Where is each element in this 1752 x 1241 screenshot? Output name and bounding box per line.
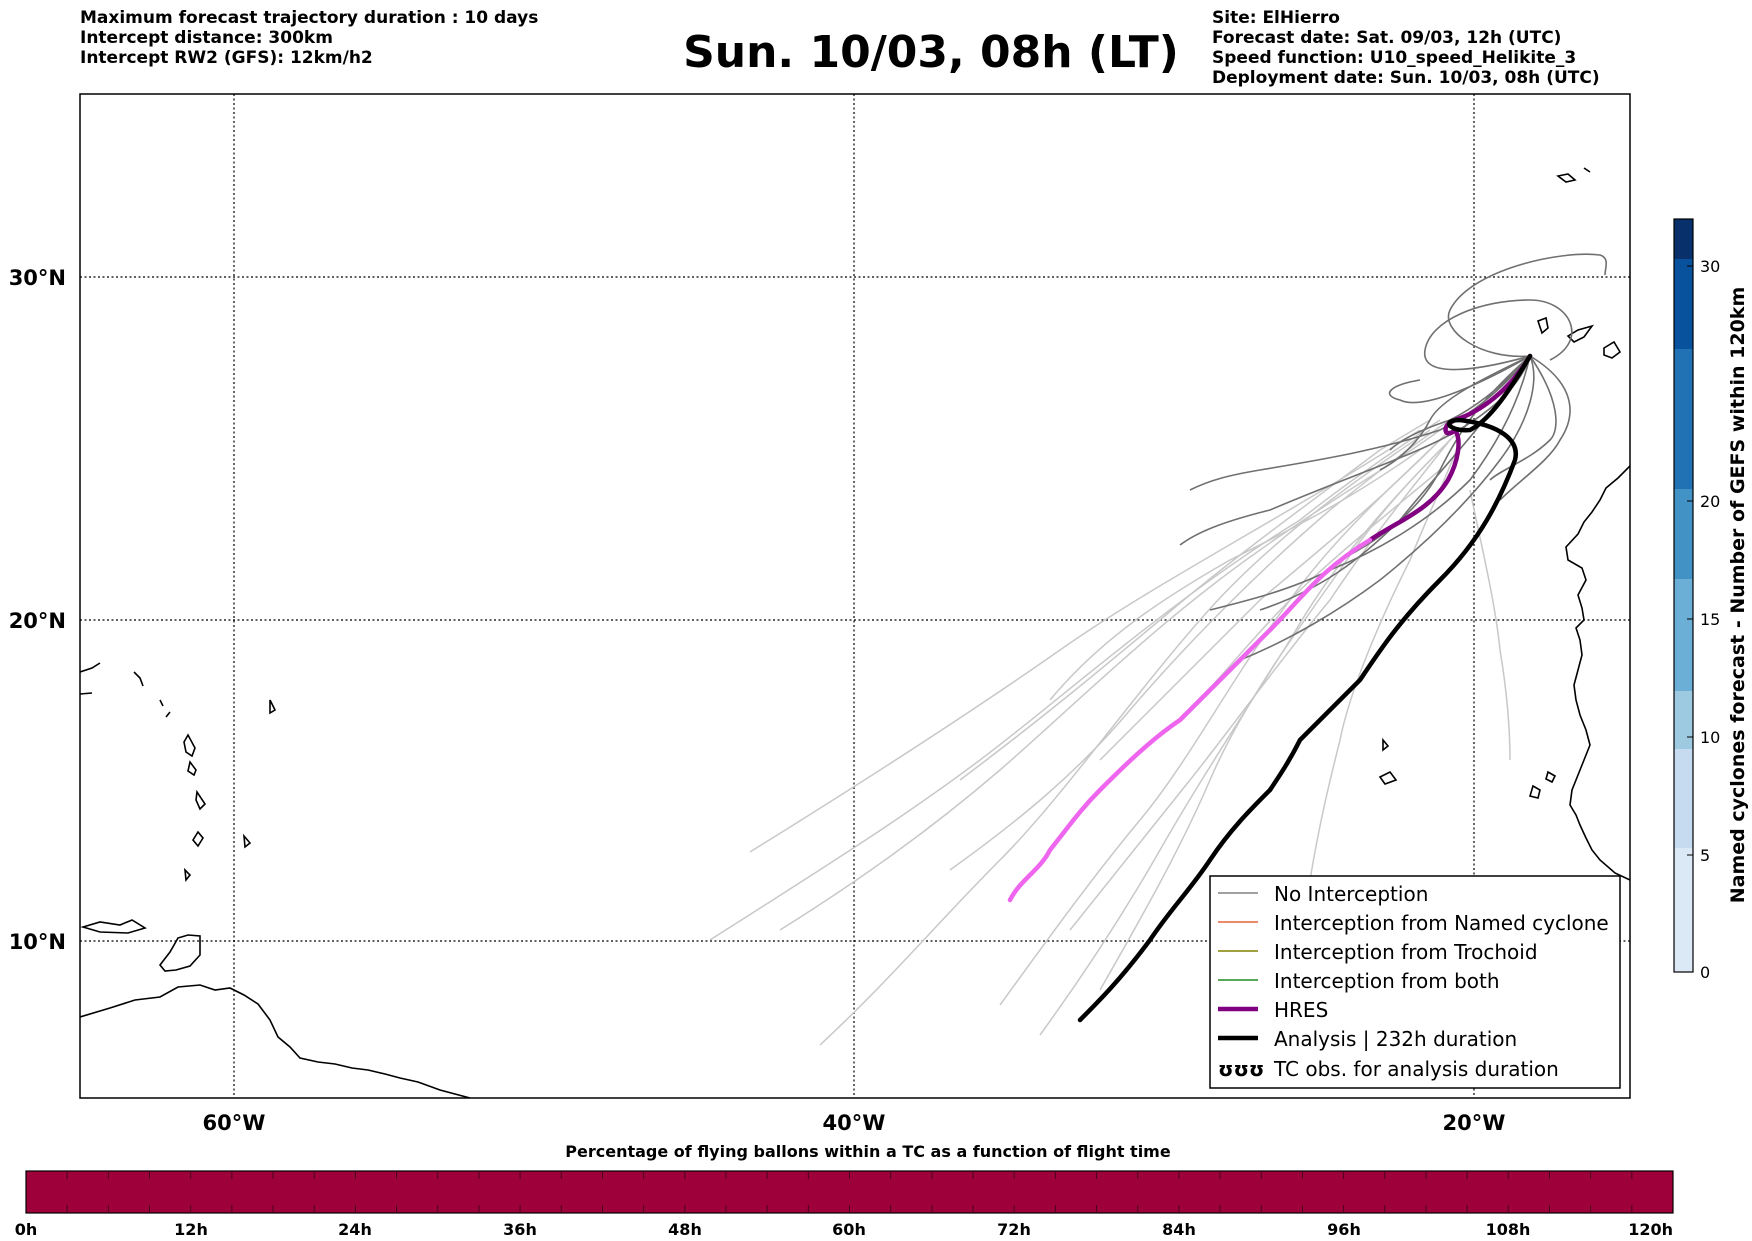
ensemble-track bbox=[1489, 355, 1557, 481]
time-tick-label: 108h bbox=[1486, 1220, 1531, 1239]
time-tick-label: 84h bbox=[1162, 1220, 1196, 1239]
lon-label-60w: 60°W bbox=[203, 1111, 266, 1135]
deployment-date-text: Deployment date: Sun. 10/03, 08h (UTC) bbox=[1212, 68, 1600, 88]
small-islands bbox=[183, 699, 277, 883]
colorbar-ticks bbox=[1687, 265, 1693, 973]
time-tick-label: 60h bbox=[832, 1220, 866, 1239]
time-tick-label: 0h bbox=[15, 1220, 38, 1239]
ensemble-track bbox=[1099, 439, 1441, 761]
tobago-coast bbox=[80, 919, 147, 934]
trinidad-island bbox=[158, 934, 201, 972]
colorbar-tick-label: 10 bbox=[1700, 728, 1720, 747]
ensemble-track bbox=[1379, 355, 1531, 471]
ensemble-track bbox=[999, 429, 1451, 1006]
canary-islands bbox=[1536, 316, 1622, 359]
intercept-rw2-text: Intercept RW2 (GFS): 12km/h2 bbox=[80, 48, 373, 68]
site-text: Site: ElHierro bbox=[1212, 8, 1340, 28]
ensemble-track bbox=[1209, 355, 1531, 611]
legend-item: Interception from Trochoid bbox=[1218, 940, 1538, 964]
colorbar-tick-label: 5 bbox=[1700, 846, 1710, 865]
lat-label-30n: 30°N bbox=[9, 266, 66, 290]
legend-item: No Interception bbox=[1218, 882, 1428, 906]
ensemble-track bbox=[1499, 355, 1571, 501]
legend-item: Analysis | 232h duration bbox=[1218, 1027, 1517, 1051]
legend-box bbox=[1209, 875, 1621, 1089]
time-tick-label: 36h bbox=[503, 1220, 537, 1239]
colorbar-tick-label: 30 bbox=[1700, 257, 1720, 276]
ensemble-trajectories-light bbox=[709, 419, 1511, 1046]
time-tick-label: 48h bbox=[668, 1220, 702, 1239]
coastlines bbox=[80, 167, 1630, 1098]
header-right: Site: ElHierro Forecast date: Sat. 09/03… bbox=[1212, 8, 1600, 88]
legend-label: No Interception bbox=[1274, 882, 1428, 906]
africa-coast bbox=[1565, 465, 1630, 881]
windward-islands bbox=[187, 760, 207, 848]
colorbar-right-title: Named cyclones forecast - Number of GEFS… bbox=[1727, 287, 1749, 904]
antilles-west bbox=[80, 662, 101, 695]
colorbar-bottom: Percentage of flying ballons within a TC… bbox=[15, 1142, 1674, 1239]
time-tick-label: 12h bbox=[174, 1220, 208, 1239]
time-tick-label: 72h bbox=[997, 1220, 1031, 1239]
ensemble-track bbox=[749, 429, 1421, 853]
legend-label: HRES bbox=[1274, 998, 1328, 1022]
lat-label-20n: 20°N bbox=[9, 609, 66, 633]
colorbar-tick-label: 15 bbox=[1700, 610, 1720, 629]
analysis-trajectory bbox=[1077, 353, 1533, 1023]
map-frame bbox=[79, 93, 1631, 1099]
ensemble-track bbox=[959, 419, 1431, 781]
ensemble-track bbox=[1388, 355, 1531, 404]
ensemble-track bbox=[1447, 253, 1608, 358]
legend-label: Interception from both bbox=[1274, 969, 1500, 993]
ensemble-track bbox=[1099, 429, 1461, 991]
legend-label: Interception from Trochoid bbox=[1274, 940, 1538, 964]
colorbar-bottom-title: Percentage of flying ballons within a TC… bbox=[565, 1142, 1171, 1161]
time-tick-label: 96h bbox=[1327, 1220, 1361, 1239]
legend-label: Interception from Named cyclone bbox=[1274, 911, 1609, 935]
ensemble-track bbox=[1424, 299, 1573, 371]
colorbar-tick-label: 0 bbox=[1700, 963, 1710, 982]
time-tick-label: 120h bbox=[1628, 1220, 1673, 1239]
ensemble-track bbox=[779, 429, 1441, 931]
ensemble-track bbox=[1049, 449, 1421, 701]
ensemble-track bbox=[709, 419, 1441, 941]
legend-item: Interception from Named cyclone bbox=[1218, 911, 1609, 935]
speed-function-text: Speed function: U10_speed_Helikite_3 bbox=[1212, 48, 1577, 68]
colorbar-segment bbox=[1674, 219, 1693, 259]
legend-item: HRES bbox=[1218, 998, 1328, 1022]
ensemble-track bbox=[1069, 439, 1451, 931]
azores-islands bbox=[1556, 167, 1591, 183]
south-america-coast bbox=[80, 984, 471, 1098]
lat-label-10n: 10°N bbox=[9, 930, 66, 954]
legend-label: TC obs. for analysis duration bbox=[1273, 1057, 1559, 1081]
cape-verde-islands bbox=[1378, 737, 1557, 799]
lon-label-20w: 20°W bbox=[1443, 1111, 1506, 1135]
leeward-islands bbox=[133, 671, 196, 758]
forecast-date-text: Forecast date: Sat. 09/03, 12h (UTC) bbox=[1212, 28, 1562, 48]
ensemble-track bbox=[1239, 355, 1535, 661]
colorbar-bottom-minor-ticks bbox=[66, 1171, 1633, 1213]
legend-label: Analysis | 232h duration bbox=[1274, 1027, 1517, 1051]
tc-symbol-icon: ʊʊʊ bbox=[1218, 1057, 1264, 1081]
legend-item: Interception from both bbox=[1218, 969, 1500, 993]
header-left: Maximum forecast trajectory duration : 1… bbox=[80, 8, 538, 68]
colorbar-frame bbox=[1673, 218, 1694, 973]
page-title: Sun. 10/03, 08h (LT) bbox=[683, 27, 1179, 78]
colorbar-tick-label: 20 bbox=[1700, 492, 1720, 511]
colorbar-right: 0 5 10 15 20 30 Named cyclones forecast … bbox=[1673, 218, 1749, 982]
lon-label-40w: 40°W bbox=[823, 1111, 886, 1135]
legend: No Interception Interception from Named … bbox=[1209, 875, 1621, 1089]
legend-item: ʊʊʊ TC obs. for analysis duration bbox=[1218, 1057, 1559, 1081]
max-duration-text: Maximum forecast trajectory duration : 1… bbox=[80, 8, 539, 28]
intercept-distance-text: Intercept distance: 300km bbox=[80, 28, 333, 48]
hres-track-late bbox=[1007, 537, 1373, 903]
time-tick-label: 24h bbox=[338, 1220, 372, 1239]
ensemble-track bbox=[1189, 355, 1531, 491]
ensemble-track bbox=[819, 429, 1431, 1046]
